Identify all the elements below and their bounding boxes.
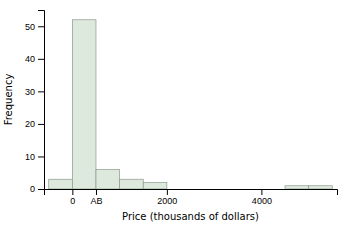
y-axis: 0 10 20 30 40 50 [25, 11, 45, 195]
x-tick-label: AB [90, 196, 102, 206]
y-tick: 20 [25, 119, 44, 129]
bar [238, 189, 262, 190]
x-tick-label: 0 [70, 196, 75, 206]
bar [214, 189, 238, 190]
x-tick-mark [167, 189, 168, 195]
y-axis-line [38, 11, 45, 190]
x-tick: 2000 [157, 189, 177, 206]
bars [49, 20, 333, 189]
bar [49, 179, 73, 189]
y-tick-mark [38, 59, 44, 60]
x-tick-label: 4000 [252, 196, 272, 206]
y-tick-label: 20 [25, 119, 35, 129]
bar [143, 182, 167, 189]
plot: 0 AB 2000 4000 0 10 20 30 40 50 [25, 11, 338, 207]
x-axis-line [45, 190, 338, 196]
x-axis-title: Price (thousands of dollars) [122, 211, 259, 222]
y-tick-mark [38, 124, 44, 125]
x-tick: 4000 [252, 189, 272, 206]
y-tick: 30 [25, 87, 44, 97]
y-tick-label: 0 [30, 184, 35, 194]
y-tick-mark [38, 91, 44, 92]
x-tick-mark [96, 189, 97, 195]
bar [167, 189, 191, 190]
y-tick: 50 [25, 22, 44, 32]
y-tick-label: 50 [25, 22, 35, 32]
bar [261, 189, 285, 190]
y-tick-label: 10 [25, 152, 35, 162]
x-tick-mark [261, 189, 262, 195]
y-tick-mark [38, 156, 44, 157]
bar [96, 169, 120, 189]
x-tick-label: 2000 [157, 196, 177, 206]
bar [72, 20, 96, 189]
y-axis-title: Frequency [3, 74, 14, 126]
y-tick: 10 [25, 152, 44, 162]
x-tick: AB [90, 189, 102, 206]
x-tick-mark [72, 189, 73, 195]
y-tick-mark [38, 189, 44, 190]
y-tick: 0 [30, 184, 44, 194]
y-tick-label: 40 [25, 54, 35, 64]
y-tick-mark [38, 26, 44, 27]
bar [191, 189, 215, 190]
x-axis: 0 AB 2000 4000 [45, 189, 338, 206]
bar [285, 186, 309, 189]
bar [120, 179, 144, 189]
y-tick: 40 [25, 54, 44, 64]
chart: 0 AB 2000 4000 0 10 20 30 40 50 Price (thousands o… [0, 0, 351, 225]
y-tick-label: 30 [25, 87, 35, 97]
x-tick: 0 [70, 189, 75, 206]
bar [309, 186, 333, 189]
